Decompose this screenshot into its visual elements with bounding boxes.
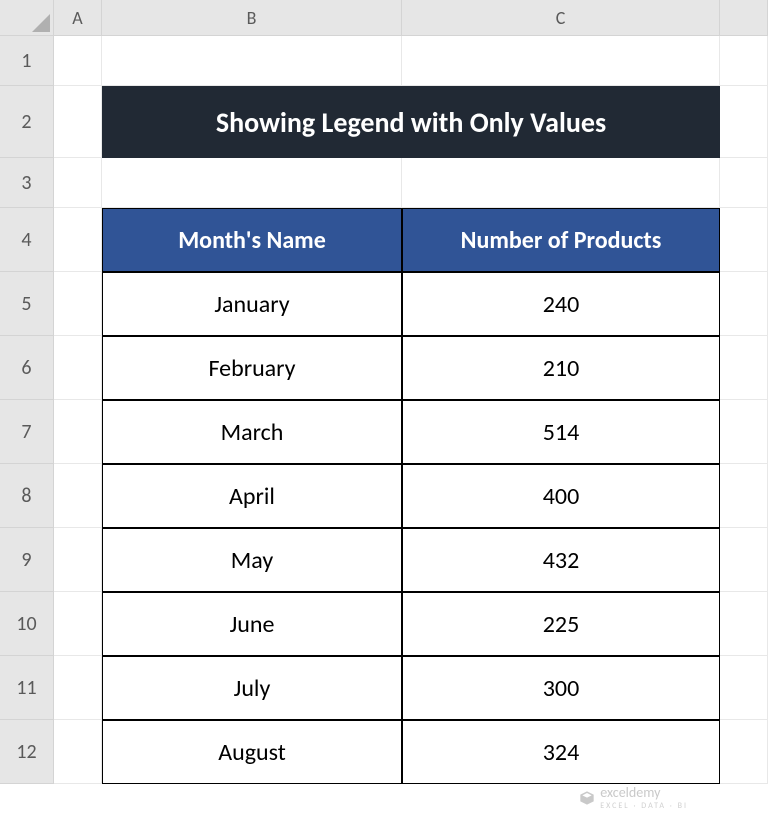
table-row[interactable]: July — [102, 656, 402, 720]
cell-b1[interactable] — [102, 36, 402, 86]
cell-d4[interactable] — [720, 208, 768, 272]
row-header-9[interactable]: 9 — [0, 528, 54, 592]
spreadsheet-grid: A B C 1 2 Showing Legend with Only Value… — [0, 0, 768, 784]
col-header-b[interactable]: B — [102, 0, 402, 36]
watermark-icon — [579, 790, 595, 806]
cell-a12[interactable] — [54, 720, 102, 784]
table-row[interactable]: 300 — [402, 656, 720, 720]
cell-a11[interactable] — [54, 656, 102, 720]
cell-a3[interactable] — [54, 158, 102, 208]
cell-d5[interactable] — [720, 272, 768, 336]
table-row[interactable]: June — [102, 592, 402, 656]
cell-d6[interactable] — [720, 336, 768, 400]
cell-d11[interactable] — [720, 656, 768, 720]
row-header-3[interactable]: 3 — [0, 158, 54, 208]
cell-c3[interactable] — [402, 158, 720, 208]
table-row[interactable]: 225 — [402, 592, 720, 656]
table-row[interactable]: January — [102, 272, 402, 336]
table-row[interactable]: April — [102, 464, 402, 528]
row-header-5[interactable]: 5 — [0, 272, 54, 336]
table-row[interactable]: February — [102, 336, 402, 400]
row-header-4[interactable]: 4 — [0, 208, 54, 272]
cell-d12[interactable] — [720, 720, 768, 784]
table-row[interactable]: 240 — [402, 272, 720, 336]
cell-a5[interactable] — [54, 272, 102, 336]
table-row[interactable]: March — [102, 400, 402, 464]
cell-a6[interactable] — [54, 336, 102, 400]
row-header-11[interactable]: 11 — [0, 656, 54, 720]
table-row[interactable]: 514 — [402, 400, 720, 464]
row-header-6[interactable]: 6 — [0, 336, 54, 400]
cell-d3[interactable] — [720, 158, 768, 208]
row-header-12[interactable]: 12 — [0, 720, 54, 784]
col-header-c[interactable]: C — [402, 0, 720, 36]
cell-b3[interactable] — [102, 158, 402, 208]
row-header-10[interactable]: 10 — [0, 592, 54, 656]
row-header-8[interactable]: 8 — [0, 464, 54, 528]
cell-d8[interactable] — [720, 464, 768, 528]
table-header-products[interactable]: Number of Products — [402, 208, 720, 272]
cell-d9[interactable] — [720, 528, 768, 592]
cell-d10[interactable] — [720, 592, 768, 656]
col-header-a[interactable]: A — [54, 0, 102, 36]
cell-d1[interactable] — [720, 36, 768, 86]
cell-c1[interactable] — [402, 36, 720, 86]
title-cell[interactable]: Showing Legend with Only Values — [102, 86, 720, 158]
table-row[interactable]: 324 — [402, 720, 720, 784]
table-row[interactable]: May — [102, 528, 402, 592]
table-row[interactable]: August — [102, 720, 402, 784]
watermark: exceldemy EXCEL · DATA · BI — [579, 784, 688, 811]
table-row[interactable]: 432 — [402, 528, 720, 592]
cell-a8[interactable] — [54, 464, 102, 528]
cell-a2[interactable] — [54, 86, 102, 158]
cell-d7[interactable] — [720, 400, 768, 464]
cell-a1[interactable] — [54, 36, 102, 86]
cell-a4[interactable] — [54, 208, 102, 272]
table-header-month[interactable]: Month's Name — [102, 208, 402, 272]
row-header-1[interactable]: 1 — [0, 36, 54, 86]
col-header-next[interactable] — [720, 0, 768, 36]
cell-d2[interactable] — [720, 86, 768, 158]
cell-a10[interactable] — [54, 592, 102, 656]
cell-a9[interactable] — [54, 528, 102, 592]
table-row[interactable]: 400 — [402, 464, 720, 528]
watermark-text: exceldemy — [600, 784, 660, 801]
select-all-corner[interactable] — [0, 0, 54, 36]
row-header-2[interactable]: 2 — [0, 86, 54, 158]
watermark-subtext: EXCEL · DATA · BI — [600, 801, 688, 811]
cell-a7[interactable] — [54, 400, 102, 464]
table-row[interactable]: 210 — [402, 336, 720, 400]
row-header-7[interactable]: 7 — [0, 400, 54, 464]
